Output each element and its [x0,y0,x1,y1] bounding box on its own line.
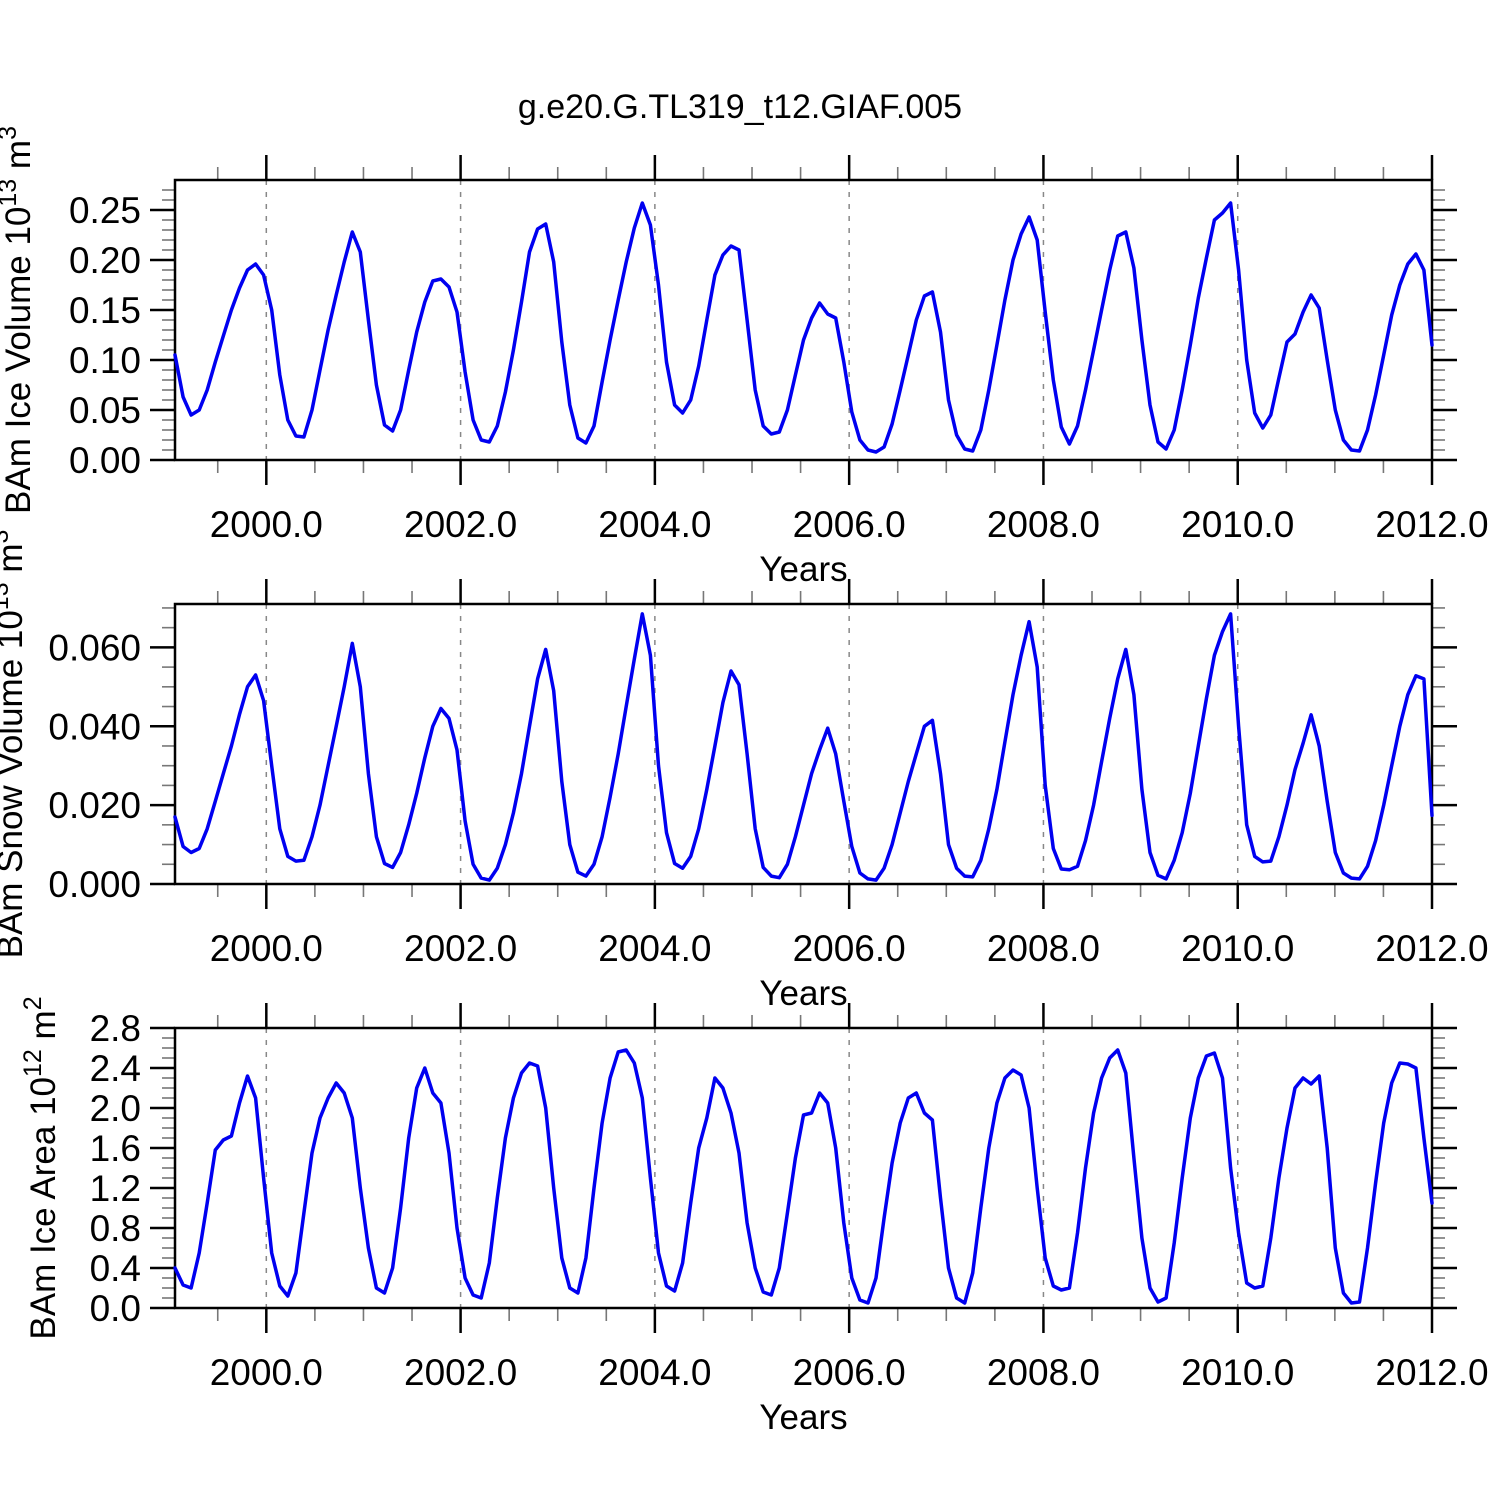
x-tick-label: 2012.0 [1375,1352,1488,1393]
x-axis-title: Years [759,550,847,589]
x-tick-label: 2004.0 [598,504,711,545]
panel-ice-area: 2000.0 2002.0 2004.0 2006.0 2008.0 2010.0 2012… [19,996,1489,1437]
x-tick-label: 2010.0 [1181,928,1294,969]
panel-snow-volume: 2000.0 2002.0 2004.0 2006.0 2008.0 2010.0 2012… [0,530,1489,1013]
x-tick-label: 2000.0 [210,504,323,545]
y-tick-label: 0.4 [90,1248,141,1289]
y-tick-label: 0.040 [48,706,141,747]
y-tick-label: 0.15 [69,290,141,331]
x-axis-title: Years [759,1398,847,1437]
y-tick-label: 0.05 [69,390,141,431]
series-line-ice-volume [173,201,1434,454]
y-axis-title-sup: 13 [0,582,14,610]
chart-panels: 2000.0 2002.0 2004.0 2006.0 2008.0 2010.0 2012… [0,126,1489,1437]
x-tick-label: 2002.0 [404,504,517,545]
y-tick-label: 0.000 [48,864,141,905]
plot-frame [173,178,1434,462]
y-axis-title-sup: 13 [0,179,22,207]
x-tick-label: 2000.0 [210,1352,323,1393]
x-axis-title: Years [759,974,847,1013]
y-tick-label: 2.4 [90,1048,141,1089]
y-axis-title-text: m [0,543,30,582]
y-axis-title: BAm Ice Volume 1013 m3 [0,126,38,514]
y-tick-label: 0.8 [90,1208,141,1249]
x-tick-label: 2000.0 [210,928,323,969]
x-tick-label: 2004.0 [598,1352,711,1393]
y-tick-label: 0.10 [69,340,141,381]
y-axis-title-text: m [0,140,38,179]
y-tick-label: 2.0 [90,1088,141,1129]
plot-frame [173,1026,1434,1310]
x-tick-label: 2006.0 [793,928,906,969]
y-axis-title-sup: 3 [0,126,22,140]
y-tick-label: 0.00 [69,440,141,481]
y-axis-title: BAm Snow Volume 1013 m3 [0,530,30,959]
y-tick-label: 0.20 [69,240,141,281]
x-tick-label: 2006.0 [793,1352,906,1393]
y-axis-title-text: BAm Ice Volume 10 [0,207,38,514]
panel-ice-volume: 2000.0 2002.0 2004.0 2006.0 2008.0 2010.0 2012… [0,126,1489,589]
y-tick-label: 1.6 [90,1128,141,1169]
y-axis-title-sup: 12 [19,1049,47,1077]
y-axis-title-sup: 3 [0,530,14,544]
x-tick-label: 2008.0 [987,928,1100,969]
plot-frame [173,602,1434,886]
y-tick-label: 0.020 [48,785,141,826]
x-tick-label: 2012.0 [1375,928,1488,969]
y-tick-label: 0.0 [90,1288,141,1329]
x-tick-label: 2012.0 [1375,504,1488,545]
x-tick-label: 2008.0 [987,1352,1100,1393]
x-tick-label: 2004.0 [598,928,711,969]
chart-title: g.e20.G.TL319_t12.GIAF.005 [518,88,962,126]
x-tick-label: 2006.0 [793,504,906,545]
series-line-ice-area [173,1048,1434,1305]
y-axis-title-text: BAm Snow Volume 10 [0,610,30,958]
y-axis-title-text: m [24,1010,63,1049]
y-tick-label: 0.25 [69,190,141,231]
y-axis-title-text: BAm Ice Area 10 [24,1077,63,1340]
series-line-snow-volume [173,612,1434,882]
x-tick-label: 2002.0 [404,928,517,969]
y-axis-title-sup: 2 [19,996,47,1010]
y-axis-title: BAm Ice Area 1012 m2 [19,996,63,1339]
x-tick-label: 2002.0 [404,1352,517,1393]
x-tick-label: 2010.0 [1181,1352,1294,1393]
y-tick-label: 0.060 [48,627,141,668]
y-tick-label: 1.2 [90,1168,141,1209]
x-tick-label: 2008.0 [987,504,1100,545]
y-tick-label: 2.8 [90,1008,141,1049]
x-tick-label: 2010.0 [1181,504,1294,545]
